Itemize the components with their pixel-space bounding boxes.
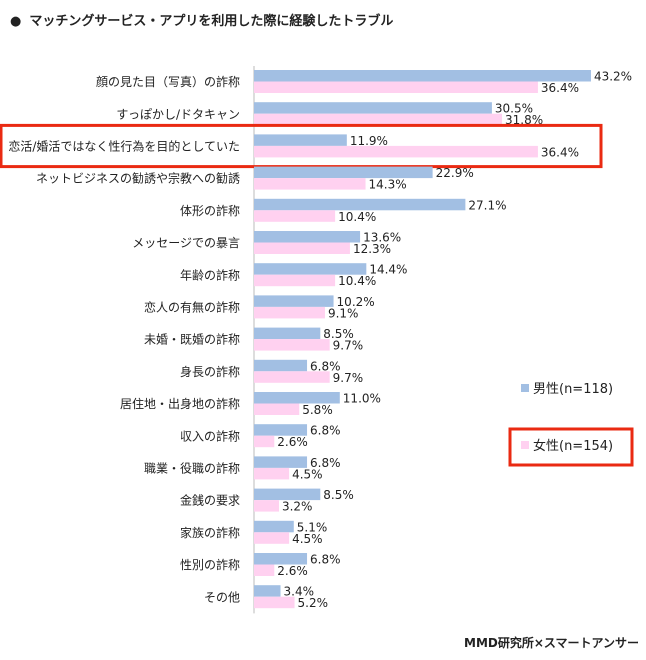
category-label: 恋人の有無の詐称 (144, 300, 240, 315)
value-label-female: 12.3% (353, 242, 391, 256)
value-label-female: 3.2% (282, 500, 313, 514)
category-label: 体形の詐称 (180, 203, 240, 218)
value-label-male: 27.1% (468, 198, 506, 212)
value-label-female: 36.4% (541, 81, 579, 95)
value-label-female: 2.6% (277, 435, 308, 449)
bar-male (254, 424, 308, 436)
value-label-male: 6.8% (310, 424, 341, 438)
bar-female (254, 178, 366, 190)
value-label-male: 8.5% (323, 327, 354, 341)
category-label: 恋活/婚活ではなく性行為を目的としていた (8, 139, 240, 154)
value-label-male: 11.0% (343, 392, 381, 406)
chart-title: ● マッチングサービス・アプリを利用した際に経験したトラブル (10, 10, 393, 29)
value-label-male: 22.9% (436, 166, 474, 180)
bar-male (254, 488, 321, 501)
value-label-female: 14.3% (369, 178, 407, 192)
category-label: すっぽかし/ドタキャン (116, 107, 240, 121)
bar-female (254, 274, 336, 287)
category-label: 年齢の詐称 (180, 267, 240, 282)
bar-female (254, 306, 325, 319)
value-label-male: 30.5% (495, 102, 533, 116)
highlight-box-legend (508, 427, 634, 467)
bar-female (254, 435, 275, 448)
category-label: 身長の詐称 (180, 364, 240, 379)
bar-male (254, 231, 361, 243)
bar-female (254, 500, 279, 512)
bar-male (254, 102, 492, 114)
bar-female (254, 339, 330, 351)
bar-male (254, 263, 367, 275)
source-credit: MMD研究所×スマートアンサー (464, 636, 640, 650)
bar-male (254, 359, 308, 372)
legend-label-male: 男性(n=118) (533, 382, 613, 397)
value-label-female: 31.8% (505, 113, 543, 127)
value-label-male: 6.8% (310, 359, 341, 373)
value-label-male: 5.1% (297, 520, 328, 534)
bar-female (254, 596, 295, 609)
value-label-female: 10.4% (338, 274, 376, 288)
value-label-male: 13.6% (363, 231, 401, 245)
value-label-male: 10.2% (337, 295, 375, 309)
value-label-male: 14.4% (369, 263, 407, 277)
value-label-male: 6.8% (310, 456, 341, 470)
value-label-female: 5.2% (298, 596, 329, 610)
category-label: 顔の見た目（写真）の詐称 (96, 74, 240, 89)
value-label-female: 4.5% (292, 467, 323, 481)
bar-male (254, 520, 294, 533)
bar-male (254, 166, 433, 179)
category-label: 性別の詐称 (180, 557, 240, 572)
value-label-female: 36.4% (541, 145, 579, 159)
bar-male (254, 585, 281, 597)
value-label-male: 11.9% (350, 134, 388, 148)
value-label-female: 4.5% (292, 532, 323, 546)
category-label: 未婚・既婚の詐称 (144, 332, 240, 347)
category-label: ネットビジネスの勧誘や宗教への勧誘 (36, 171, 240, 186)
bar-female (254, 532, 290, 544)
bar-female (254, 467, 290, 480)
bar-female (254, 145, 538, 158)
bar-male (254, 295, 334, 307)
title-bullet: ● (10, 14, 22, 29)
legend-swatch-male (521, 384, 529, 392)
bar-male (254, 70, 591, 82)
bar-female (254, 242, 350, 254)
value-label-female: 5.8% (302, 403, 333, 417)
category-label: 収入の詐称 (180, 428, 240, 443)
category-label: 居住地・出身地の詐称 (120, 396, 240, 411)
chart-title-text: マッチングサービス・アプリを利用した際に経験したトラブル (29, 14, 394, 29)
bar-male (254, 456, 308, 468)
bar-female (254, 564, 275, 576)
legend-label-female: 女性(n=154) (533, 438, 613, 454)
category-label: 家族の詐称 (180, 525, 240, 540)
bar-female (254, 81, 538, 93)
value-label-female: 9.7% (333, 371, 364, 385)
category-label: メッセージでの暴言 (132, 236, 240, 250)
bar-male (254, 392, 340, 404)
bar-male (254, 553, 308, 565)
category-label: その他 (204, 590, 240, 604)
value-label-female: 9.1% (328, 306, 359, 320)
value-label-male: 6.8% (310, 553, 341, 567)
bar-female (254, 210, 336, 222)
bar-male (254, 134, 347, 146)
category-label: 金銭の要求 (180, 493, 240, 508)
bar-male (254, 198, 466, 211)
bar-female (254, 113, 503, 126)
bar-male (254, 327, 321, 340)
value-label-male: 3.4% (284, 585, 315, 599)
category-label: 職業・役職の詐称 (144, 461, 240, 476)
value-label-female: 2.6% (277, 564, 308, 578)
bar-female (254, 403, 300, 415)
value-label-male: 8.5% (323, 488, 354, 502)
legend-swatch-female (521, 441, 529, 449)
bar-female (254, 371, 330, 383)
value-label-male: 43.2% (594, 70, 632, 84)
value-label-female: 10.4% (338, 210, 376, 224)
value-label-female: 9.7% (333, 339, 364, 353)
